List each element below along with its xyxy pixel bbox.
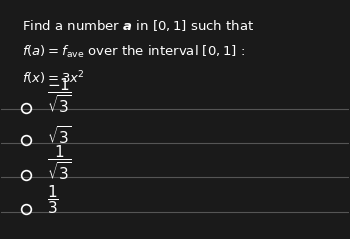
- Text: $\sqrt{3}$: $\sqrt{3}$: [47, 125, 71, 147]
- Text: Find a number $\boldsymbol{a}$ in $\left[0, 1\right]$ such that: Find a number $\boldsymbol{a}$ in $\left…: [22, 18, 254, 33]
- Text: $f\left(x\right) = 3x^2$: $f\left(x\right) = 3x^2$: [22, 70, 85, 87]
- Text: $\dfrac{1}{\sqrt{3}}$: $\dfrac{1}{\sqrt{3}}$: [47, 143, 71, 182]
- Text: $\dfrac{-1}{\sqrt{3}}$: $\dfrac{-1}{\sqrt{3}}$: [47, 76, 71, 115]
- Text: $f\left(a\right) = f_{\mathrm{ave}}$ over the interval $\left[0, 1\right]$ :: $f\left(a\right) = f_{\mathrm{ave}}$ ove…: [22, 44, 245, 60]
- Text: $\dfrac{1}{3}$: $\dfrac{1}{3}$: [47, 184, 58, 216]
